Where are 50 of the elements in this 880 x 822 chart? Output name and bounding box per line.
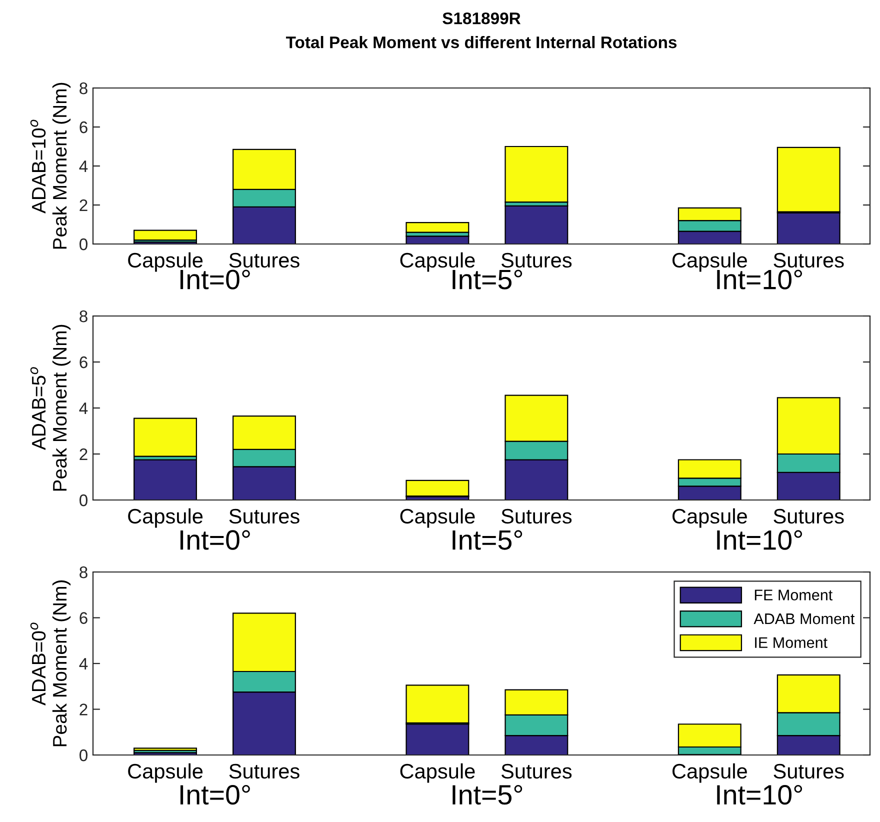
- text: Int=5°: [452, 785, 522, 805]
- x-tick-label: Capsule: [128, 763, 203, 783]
- y-tick-label: 0: [80, 749, 88, 762]
- x-tick-label: Sutures: [501, 508, 572, 524]
- legend-label: FE Moment: [754, 590, 833, 600]
- text: Int=5°: [452, 270, 522, 290]
- x-tick-label: Sutures: [229, 508, 300, 524]
- y-axis-title: ADAB=5$^{o}$ Peak Moment (Nm): [30, 324, 71, 491]
- y-tick-label: 8: [80, 566, 88, 578]
- y-tick-label: 8: [80, 310, 88, 322]
- text: Int=0°: [180, 785, 250, 805]
- x-tick-label: Capsule: [400, 508, 475, 528]
- y-tick-label: 2: [80, 448, 88, 460]
- y-tick-label: 4: [79, 658, 88, 670]
- y-tick-label: 6: [80, 612, 88, 624]
- y-axis-title: ADAB=10$^{o}$ Peak Moment (Nm): [30, 82, 71, 249]
- x-tick-label: Sutures: [229, 764, 300, 779]
- y-tick-label: 6: [80, 356, 88, 368]
- x-tick-label: Capsule: [128, 508, 203, 528]
- text: Int=0°: [180, 270, 250, 290]
- y-tick-label: 6: [80, 121, 88, 134]
- x-tick-label: Capsule: [400, 252, 475, 272]
- chart-title: S181899R: [442, 12, 521, 24]
- text: Int=0°: [180, 530, 250, 550]
- x-tick-label: Sutures: [501, 252, 572, 268]
- y-tick-label: 8: [80, 82, 88, 94]
- y-tick-label: 4: [79, 402, 88, 414]
- text: Int=10°: [717, 530, 802, 550]
- x-tick-label: Capsule: [400, 763, 475, 783]
- y-tick-label: 0: [80, 494, 88, 506]
- text: Int=10°: [717, 270, 802, 290]
- x-tick-label: Sutures: [774, 764, 844, 779]
- legend-label: IE Moment: [755, 637, 828, 648]
- x-tick-label: Capsule: [672, 508, 747, 528]
- y-tick-label: 4: [79, 160, 88, 172]
- x-tick-label: Capsule: [128, 252, 203, 272]
- x-tick-label: Sutures: [229, 252, 300, 268]
- x-tick-label: Capsule: [672, 763, 747, 783]
- x-tick-label: Sutures: [774, 252, 844, 268]
- text: Int=10°: [717, 785, 802, 805]
- chart-subtitle: Total Peak Moment vs different Internal Rotations: [286, 36, 677, 48]
- x-tick-label: Sutures: [501, 764, 572, 779]
- y-tick-label: 2: [80, 199, 88, 212]
- x-tick-label: Capsule: [672, 252, 747, 272]
- y-tick-label: 2: [80, 704, 88, 716]
- text: Int=5°: [452, 530, 522, 550]
- y-tick-label: 0: [80, 238, 88, 250]
- y-axis-title: ADAB=0$^{o}$ Peak Moment (Nm): [30, 580, 71, 746]
- legend-label: ADAB Moment: [754, 614, 855, 624]
- x-tick-label: Sutures: [774, 508, 844, 524]
